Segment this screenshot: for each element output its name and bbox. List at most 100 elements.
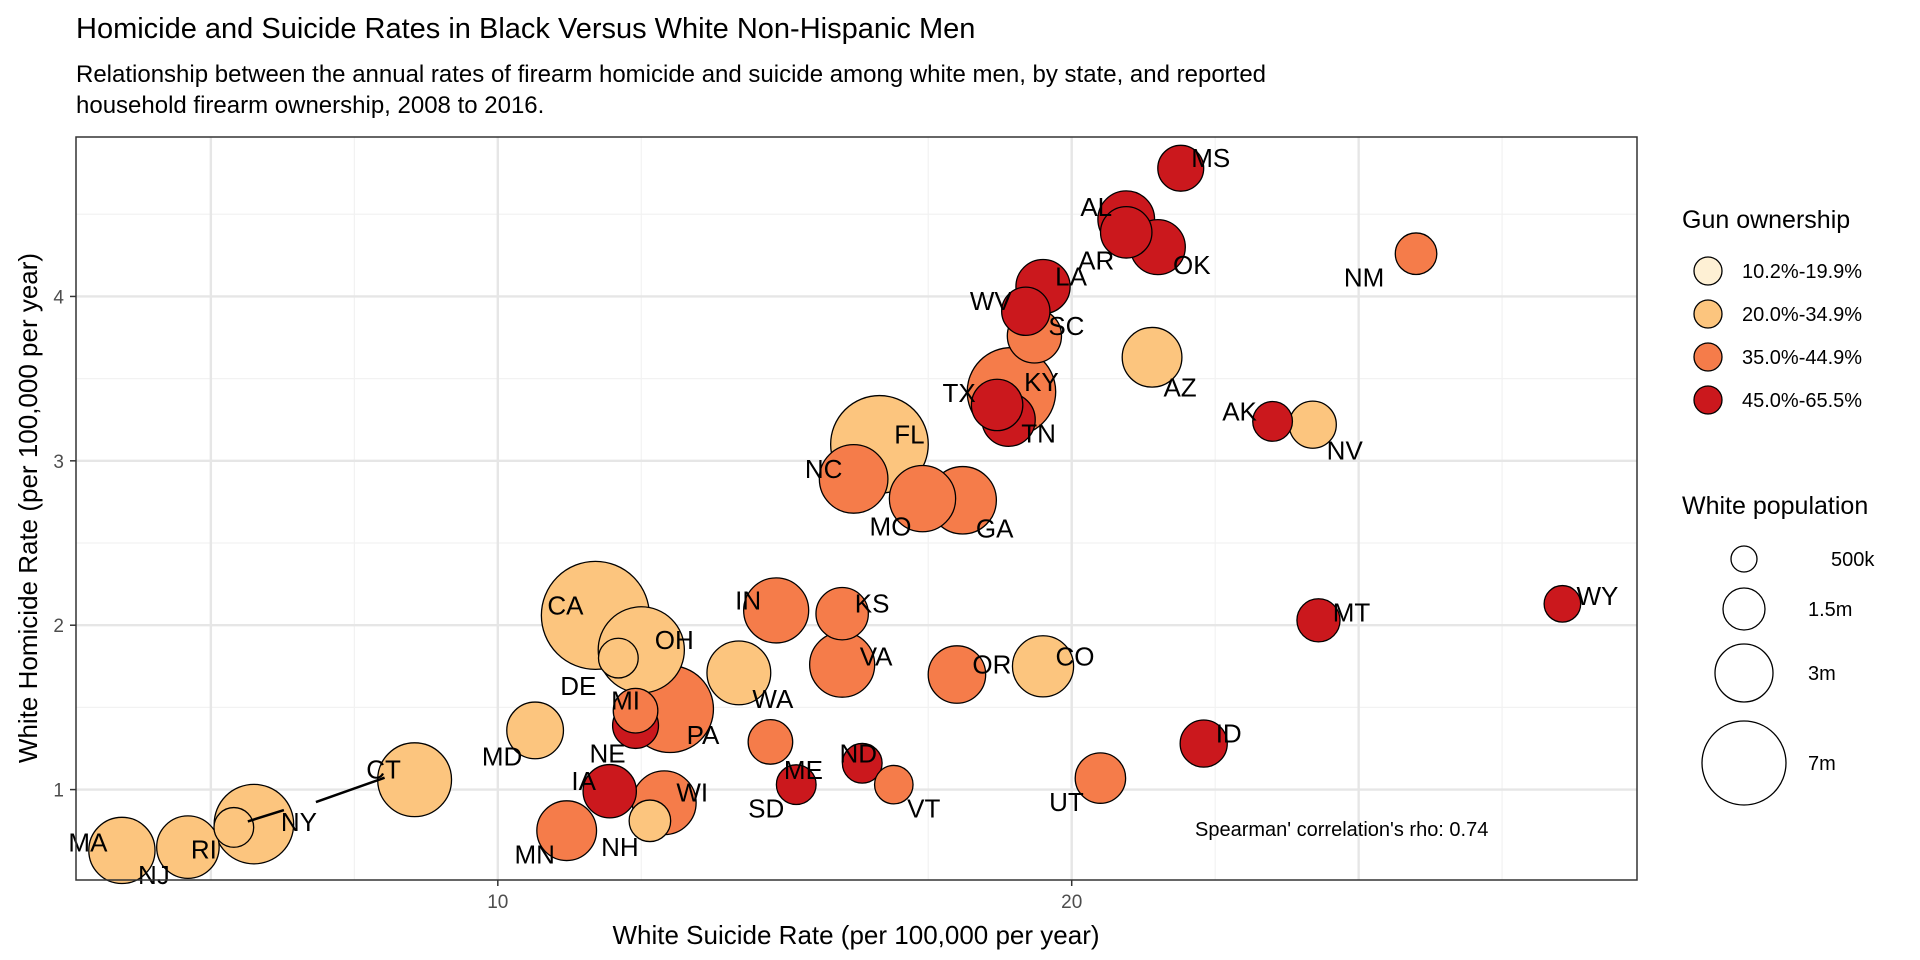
label-al: AL	[1080, 192, 1112, 222]
legend-white-population-title: White population	[1682, 492, 1868, 520]
point-id	[1179, 719, 1228, 768]
label-ct: CT	[366, 755, 401, 785]
label-sc: SC	[1048, 311, 1084, 341]
legend-size-label: 1.5m	[1808, 599, 1852, 621]
label-nv: NV	[1327, 436, 1364, 466]
label-ak: AK	[1222, 396, 1257, 426]
label-va: VA	[860, 642, 893, 672]
point-tx	[970, 378, 1024, 432]
label-wv: WV	[970, 286, 1013, 316]
x-tick-label: 20	[1061, 892, 1082, 913]
label-in: IN	[735, 585, 761, 615]
point-ut	[1074, 752, 1127, 804]
y-axis-label: White Homicide Rate (per 100,000 per yea…	[13, 253, 43, 763]
data-points	[88, 144, 1582, 885]
point-nh	[628, 799, 672, 843]
label-mi: MI	[611, 686, 640, 716]
legend-color-label: 20.0%-34.9%	[1742, 304, 1862, 326]
label-ga: GA	[976, 513, 1014, 543]
y-tick-label: 2	[53, 616, 64, 637]
legend-gun-ownership-title: Gun ownership	[1682, 206, 1850, 234]
label-ia: IA	[571, 766, 596, 796]
label-ri: RI	[191, 834, 217, 864]
label-az: AZ	[1163, 372, 1196, 402]
label-nd: ND	[839, 738, 877, 768]
legend-size-circle	[1701, 720, 1787, 806]
label-ms: MS	[1191, 143, 1230, 173]
label-tn: TN	[1021, 419, 1056, 449]
point-nc	[818, 443, 889, 514]
leader-line-ny	[247, 808, 285, 823]
point-ar	[1099, 205, 1153, 259]
label-ky: KY	[1024, 367, 1059, 397]
label-sd: SD	[748, 794, 784, 824]
label-ut: UT	[1049, 787, 1084, 817]
label-vt: VT	[907, 794, 940, 824]
point-in	[742, 577, 810, 644]
legend-size-label: 7m	[1808, 753, 1836, 775]
label-pa: PA	[687, 720, 720, 750]
label-ma: MA	[68, 827, 108, 857]
label-or: OR	[972, 650, 1011, 680]
y-axis: 1 2 3 4	[53, 287, 76, 802]
label-wy: WY	[1576, 581, 1618, 611]
point-nj	[156, 815, 220, 880]
legend-gun-ownership: Gun ownership 10.2%-19.9% 20.0%-34.9% 35.0…	[1682, 206, 1862, 415]
chart-subtitle-line-2: household firearm ownership, 2008 to 201…	[76, 92, 544, 119]
label-md: MD	[482, 741, 522, 771]
point-mo	[888, 464, 957, 533]
label-nc: NC	[805, 454, 843, 484]
legend-color-swatch	[1693, 299, 1723, 329]
label-nj: NJ	[138, 860, 170, 890]
point-nm	[1394, 232, 1438, 276]
point-mt	[1296, 598, 1341, 643]
point-de	[597, 637, 639, 679]
label-mo: MO	[870, 512, 912, 542]
y-tick-label: 3	[53, 452, 64, 473]
point-ma	[88, 816, 156, 885]
label-leader-lines	[247, 776, 386, 823]
legend-color-label: 45.0%-65.5%	[1742, 390, 1862, 412]
label-nh: NH	[601, 832, 639, 862]
label-nm: NM	[1344, 263, 1384, 293]
legend-size-circle	[1730, 545, 1758, 573]
point-ia	[582, 763, 638, 819]
plot-border	[75, 136, 1638, 881]
y-tick-label: 1	[53, 781, 64, 802]
point-wa	[706, 640, 772, 706]
point-vt	[873, 764, 914, 805]
legend-size-label: 3m	[1808, 663, 1836, 685]
legend-color-label: 10.2%-19.9%	[1742, 261, 1862, 283]
chart-title: Homicide and Suicide Rates in Black Vers…	[76, 13, 975, 45]
point-ri	[213, 806, 255, 848]
legend-color-swatch	[1693, 256, 1723, 286]
label-id: ID	[1216, 719, 1242, 749]
label-me: ME	[784, 755, 823, 785]
label-ks: KS	[855, 589, 890, 619]
x-axis: 10 20	[487, 880, 1082, 913]
leader-line-ct	[315, 776, 386, 804]
x-axis-label: White Suicide Rate (per 100,000 per year…	[612, 920, 1099, 950]
correlation-annotation: Spearman' correlation's rho: 0.74	[1195, 819, 1488, 841]
legend-white-population: White population 500k 1.5m 3m 7m	[1682, 492, 1875, 806]
point-mi	[612, 687, 659, 734]
label-ar: AR	[1078, 245, 1114, 275]
point-wy	[1543, 584, 1582, 623]
legend-size-circle	[1722, 587, 1766, 631]
label-ok: OK	[1173, 250, 1211, 280]
label-oh: OH	[655, 625, 694, 655]
legend-size-circle	[1714, 643, 1774, 703]
label-fl: FL	[894, 419, 924, 449]
legend-color-swatch	[1693, 342, 1723, 372]
plot-area: MS AL AR OK NM LA WV SC AZ KY TX TN AK NV FL NC MO GA WY CA…	[68, 136, 1638, 890]
label-de: DE	[560, 671, 596, 701]
label-mn: MN	[514, 840, 554, 870]
point-co	[1011, 635, 1075, 698]
point-ks	[815, 586, 869, 641]
label-ne: NE	[589, 738, 625, 768]
label-wi: WI	[676, 778, 708, 808]
point-sd	[775, 764, 817, 806]
label-mt: MT	[1333, 597, 1371, 627]
point-md	[506, 701, 565, 760]
